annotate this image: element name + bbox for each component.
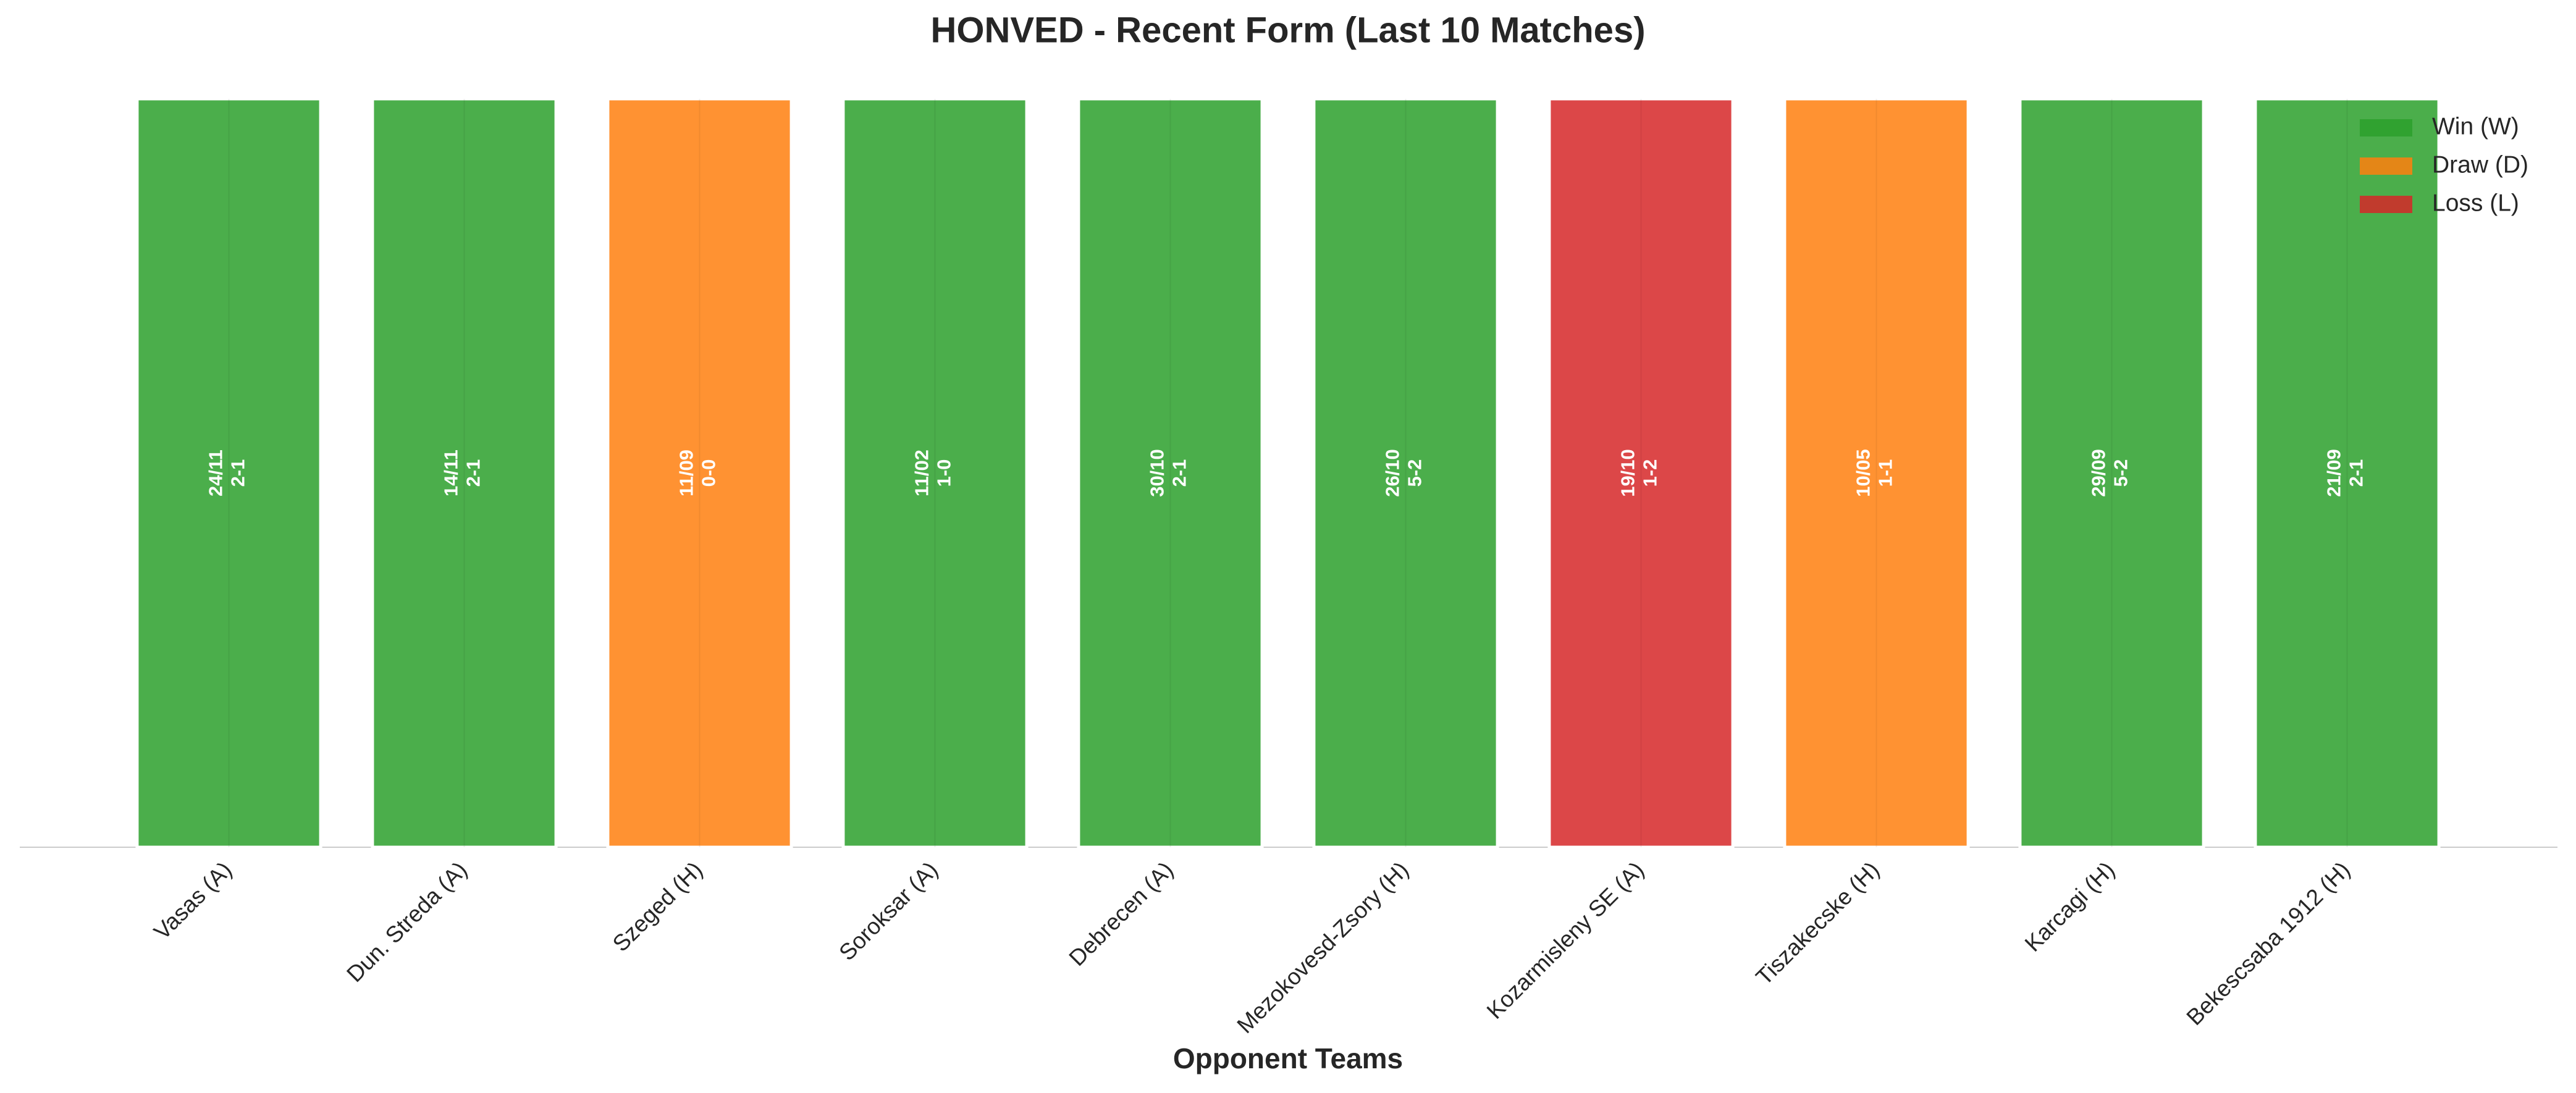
bar-date-label: 14/11 bbox=[440, 450, 462, 496]
legend-label: Loss (L) bbox=[2432, 190, 2519, 216]
bar bbox=[841, 97, 1029, 849]
bar-date-label: 24/11 bbox=[205, 450, 227, 496]
x-tick-label: Vasas (A) bbox=[149, 857, 237, 945]
bar-date-label: 19/10 bbox=[1617, 449, 1639, 497]
bar-score-label: 5-2 bbox=[1404, 459, 1426, 487]
legend-label: Draw (D) bbox=[2432, 151, 2528, 178]
x-tick-label: Tiszakecske (H) bbox=[1751, 857, 1885, 990]
bar bbox=[135, 97, 322, 849]
x-tick-label: Kozarmisleny SE (A) bbox=[1482, 857, 1649, 1024]
bar bbox=[1077, 97, 1264, 849]
chart-title: HONVED - Recent Form (Last 10 Matches) bbox=[930, 10, 1645, 50]
bar-score-label: 0-0 bbox=[698, 459, 720, 487]
legend-swatch bbox=[2360, 196, 2412, 213]
bar-date-label: 21/09 bbox=[2323, 449, 2345, 497]
x-tick-label: Dun. Streda (A) bbox=[342, 857, 472, 987]
bar bbox=[606, 97, 793, 849]
bar-score-label: 2-1 bbox=[1169, 459, 1190, 487]
bar-date-label: 11/09 bbox=[676, 450, 697, 496]
bar-score-label: 2-1 bbox=[227, 459, 249, 487]
x-tick-label: Mezokovesd-Zsory (H) bbox=[1232, 857, 1413, 1039]
x-tick-label: Bekescsaba 1912 (H) bbox=[2181, 857, 2355, 1031]
bar bbox=[1312, 97, 1499, 849]
legend-label: Win (W) bbox=[2432, 113, 2519, 140]
bar-date-label: 26/10 bbox=[1382, 449, 1404, 497]
bar bbox=[371, 97, 558, 849]
x-axis-label: Opponent Teams bbox=[1173, 1042, 1403, 1074]
bar-date-label: 11/02 bbox=[911, 450, 933, 496]
bar-score-label: 2-1 bbox=[2346, 459, 2367, 487]
bar-date-label: 29/09 bbox=[2088, 449, 2110, 497]
bar-score-label: 1-1 bbox=[1875, 459, 1896, 487]
bar bbox=[2018, 97, 2205, 849]
bar-score-label: 5-2 bbox=[2110, 459, 2132, 487]
bar-date-label: 30/10 bbox=[1147, 449, 1168, 497]
x-tick-label: Soroksar (A) bbox=[834, 857, 943, 966]
legend-swatch bbox=[2360, 157, 2412, 175]
bar-score-label: 1-2 bbox=[1639, 459, 1661, 487]
legend-swatch bbox=[2360, 119, 2412, 136]
bar-score-label: 2-1 bbox=[463, 459, 484, 487]
bar-date-label: 10/05 bbox=[1853, 449, 1874, 497]
x-tick-label: Karcagi (H) bbox=[2020, 857, 2119, 957]
x-tick-label: Szeged (H) bbox=[608, 857, 707, 957]
bar bbox=[1783, 97, 1970, 849]
bar-score-label: 1-0 bbox=[933, 459, 955, 487]
bar bbox=[1547, 97, 1735, 849]
bar bbox=[2254, 97, 2441, 849]
x-tick-label: Debrecen (A) bbox=[1064, 857, 1178, 971]
